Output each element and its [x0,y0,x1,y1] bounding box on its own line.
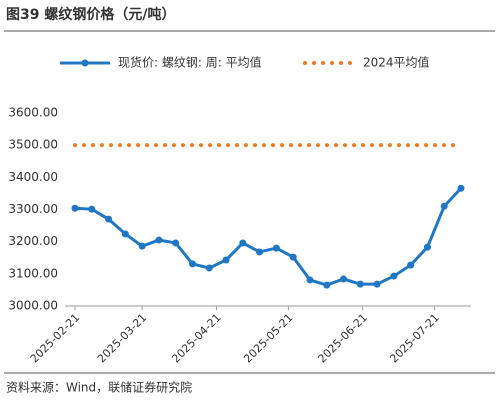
point [272,244,280,252]
point [172,239,180,247]
y-tick-label: 3400.00 [8,170,58,184]
point [138,242,146,250]
x-tick-label: 2025-03-21 [95,311,149,365]
x-tick-label: 2025-06-21 [316,311,370,365]
point [289,253,297,261]
point [205,264,213,272]
y-tick-label: 3200.00 [8,234,58,248]
point [155,236,163,244]
y-tick-label: 3600.00 [8,106,58,120]
point [256,248,264,256]
point [440,202,448,210]
point [373,280,381,288]
y-tick-label: 3500.00 [8,138,58,152]
point [222,256,230,264]
x-tick-label: 2025-04-21 [169,311,223,365]
point [239,239,247,247]
point [457,184,465,192]
x-tick-label: 2025-02-21 [28,311,82,365]
point [306,276,314,284]
point [390,272,398,280]
y-tick-label: 3100.00 [8,266,58,280]
legend-label: 现货价: 螺纹钢: 周: 平均值 [118,55,262,70]
point [121,230,129,238]
source: 资料来源：Wind，联储证券研究院 [6,380,192,395]
y-tick-label: 3300.00 [8,202,58,216]
y-tick-label: 3000.00 [8,299,58,313]
point [340,275,348,283]
chart-title: 图39 螺纹钢价格（元/吨） [6,6,175,23]
point [407,261,415,269]
series-line [74,187,463,287]
x-tick-label: 2025-05-21 [241,311,295,365]
point [423,243,431,251]
point [105,215,113,223]
point [88,205,96,213]
legend-marker [81,59,89,67]
legend-label: 2024平均值 [363,55,430,70]
x-tick-label: 2025-07-21 [387,311,441,365]
point [323,281,331,289]
point [356,280,364,288]
point [71,204,79,212]
point [188,260,196,268]
